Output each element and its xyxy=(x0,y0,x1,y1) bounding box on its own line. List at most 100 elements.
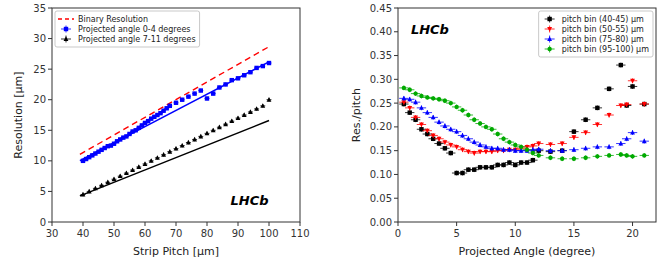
y-tick-label: 0.30 xyxy=(370,74,392,85)
point xyxy=(180,98,184,102)
line xyxy=(80,47,269,155)
point xyxy=(87,189,92,194)
y-tick-label: 20 xyxy=(33,94,46,105)
x-tick xyxy=(300,222,301,226)
y-tick xyxy=(48,160,52,161)
x-tick xyxy=(114,222,115,226)
point xyxy=(525,160,529,164)
marks xyxy=(80,47,272,197)
point xyxy=(186,140,191,145)
y-tick-label: 0.20 xyxy=(370,121,392,132)
point xyxy=(531,158,535,162)
point xyxy=(466,136,471,141)
point xyxy=(618,141,623,146)
point xyxy=(607,87,611,91)
legend-label: Binary Resolution xyxy=(78,15,148,24)
legend-swatch xyxy=(58,18,74,19)
x-tick xyxy=(176,222,177,226)
x-tick xyxy=(52,222,53,226)
point xyxy=(454,105,458,109)
point xyxy=(260,103,265,108)
y-tick xyxy=(394,79,398,80)
y-tick xyxy=(394,55,398,56)
legend-swatch xyxy=(547,17,551,21)
legend-label: Projected angle 7-11 degrees xyxy=(78,35,196,44)
point xyxy=(223,122,228,127)
x-tick-label: 100 xyxy=(259,228,278,239)
point xyxy=(630,84,634,88)
point xyxy=(267,61,271,65)
point xyxy=(236,115,241,120)
point xyxy=(442,123,447,128)
legend-swatch xyxy=(547,36,552,41)
point xyxy=(431,115,436,120)
legend-swatch xyxy=(547,47,551,51)
point xyxy=(495,132,499,136)
y-tick-label: 0 xyxy=(40,217,46,228)
point xyxy=(192,91,196,95)
point-series xyxy=(399,96,649,153)
point xyxy=(217,125,222,130)
point xyxy=(136,164,141,169)
x-tick xyxy=(573,222,574,226)
point xyxy=(407,106,412,111)
y-tick-label: 15 xyxy=(33,125,46,136)
point xyxy=(408,88,412,92)
point xyxy=(130,167,135,172)
point xyxy=(211,91,215,95)
point xyxy=(478,142,483,147)
point xyxy=(490,127,494,131)
y-tick xyxy=(394,31,398,32)
legend-box xyxy=(55,11,200,47)
point xyxy=(472,118,476,122)
point xyxy=(548,148,553,153)
point xyxy=(466,113,470,117)
x-tick-label: 0 xyxy=(395,228,401,239)
annotation: LHCb xyxy=(411,22,449,37)
point xyxy=(199,88,203,92)
x-tick-label: 30 xyxy=(46,228,59,239)
y-tick xyxy=(394,103,398,104)
point xyxy=(583,131,588,136)
point xyxy=(205,96,209,100)
point xyxy=(460,171,464,175)
point xyxy=(168,104,172,108)
point xyxy=(548,156,552,160)
point xyxy=(437,137,442,142)
point xyxy=(560,148,565,153)
point xyxy=(595,144,600,149)
x-tick xyxy=(515,222,516,226)
point xyxy=(230,78,234,82)
y-tick-label: 0.25 xyxy=(370,98,392,109)
point xyxy=(536,142,541,147)
point xyxy=(407,97,412,102)
point xyxy=(198,134,203,139)
y-tick-label: 0.00 xyxy=(370,217,392,228)
x-tick-label: 90 xyxy=(232,228,245,239)
point xyxy=(537,153,541,157)
y-tick xyxy=(48,8,52,9)
point xyxy=(149,158,154,163)
point xyxy=(248,109,253,114)
point xyxy=(472,167,476,171)
point xyxy=(118,174,123,179)
point xyxy=(572,157,576,161)
x-tick-label: 5 xyxy=(453,228,459,239)
point xyxy=(624,103,629,108)
x-tick-label: 40 xyxy=(77,228,90,239)
chart-panel: 3040506070809010011005101520253035Strip … xyxy=(12,3,310,259)
y-tick xyxy=(394,174,398,175)
marks xyxy=(399,63,649,176)
point xyxy=(484,125,488,129)
y-tick-label: 0.35 xyxy=(370,50,392,61)
point xyxy=(443,99,447,103)
point xyxy=(624,153,628,157)
point xyxy=(630,130,635,135)
point xyxy=(501,137,505,141)
y-tick-label: 25 xyxy=(33,64,46,75)
point xyxy=(105,180,110,185)
x-tick xyxy=(145,222,146,226)
point xyxy=(248,70,252,74)
point xyxy=(572,129,576,133)
point xyxy=(155,155,160,160)
